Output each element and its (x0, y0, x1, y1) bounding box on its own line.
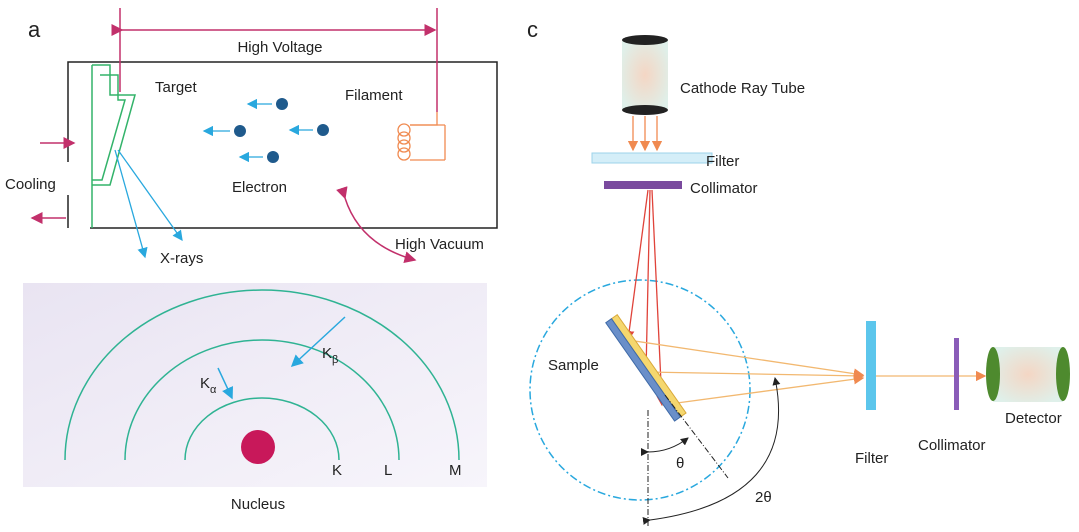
sample-line (665, 395, 728, 478)
collimator-label: Collimator (918, 437, 986, 454)
goniometer-circle (530, 280, 750, 500)
figure: a High Voltage Target Cooling Electron X… (0, 0, 1079, 532)
tube-end (622, 105, 668, 115)
tube-label: Cathode Ray Tube (680, 80, 805, 97)
collimator (954, 338, 959, 410)
graphic (398, 148, 410, 160)
collimator (604, 181, 682, 189)
x-rays-label: X-rays (160, 250, 203, 267)
target-label: Target (155, 79, 198, 96)
filter (592, 153, 712, 163)
nucleus (241, 430, 275, 464)
electron (267, 151, 279, 163)
theta-label: θ (676, 455, 684, 472)
panel-b: b Kα Kβ K L M Nucleus (23, 283, 487, 513)
electron (276, 98, 288, 110)
incident-ray (646, 190, 650, 372)
shell-label: K (332, 462, 342, 479)
panel-label: c (527, 17, 538, 42)
k-alpha-base: K (200, 375, 210, 392)
diffracted-ray (646, 372, 863, 376)
graphic (410, 112, 445, 160)
cooling-label: Cooling (5, 176, 56, 193)
sample-base (606, 319, 681, 421)
panel-c: c Cathode Ray Tube Filter Collimator Sam… (527, 17, 1070, 528)
electron-label: Electron (232, 179, 287, 196)
shell-label: L (384, 462, 392, 479)
detector-label: Detector (1005, 410, 1062, 427)
graphic (606, 315, 686, 421)
panel-label: a (28, 17, 41, 42)
graphic (633, 116, 657, 150)
two-theta-label: 2θ (755, 489, 772, 506)
electron (317, 124, 329, 136)
shell-label: M (449, 462, 462, 479)
k-alpha-sub: α (210, 384, 217, 396)
detector-end (1056, 347, 1070, 401)
target (92, 65, 135, 228)
high-voltage-label: High Voltage (237, 39, 322, 56)
cathode-tube (622, 40, 668, 110)
filter-label: Filter (855, 450, 888, 467)
diffracted-ray (628, 340, 863, 375)
tube-end (622, 35, 668, 45)
sample-label: Sample (548, 357, 599, 374)
graphic (628, 340, 985, 405)
detector-end (986, 347, 1000, 401)
filament-label: Filament (345, 87, 403, 104)
electron (234, 125, 246, 137)
detector (993, 347, 1063, 402)
k-beta-base: K (322, 345, 332, 362)
high-vacuum-label: High Vacuum (395, 236, 484, 253)
filter-label: Filter (706, 153, 739, 170)
filter (866, 321, 876, 410)
incident-ray (628, 190, 648, 340)
k-beta-sub: β (332, 354, 338, 366)
panel-a: a High Voltage Target Cooling Electron X… (5, 8, 497, 267)
collimator-label: Collimator (690, 180, 758, 197)
tube-box (68, 62, 497, 228)
diffracted-ray (662, 378, 863, 405)
filament (398, 112, 445, 160)
sample-top (611, 315, 686, 417)
theta-arc (648, 438, 688, 452)
graphic (234, 98, 329, 163)
nucleus-label: Nucleus (231, 496, 285, 513)
